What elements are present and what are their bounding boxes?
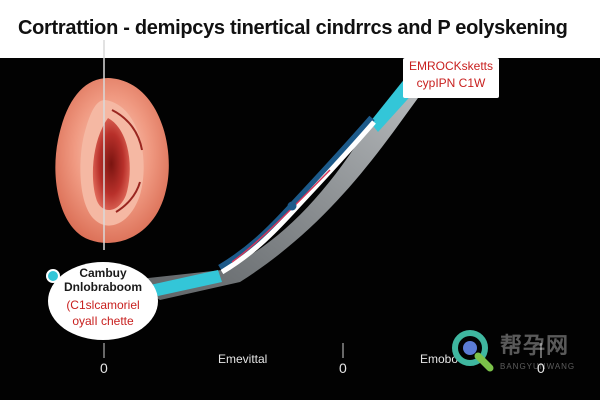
- watermark-text-en: BANGYUNWANG: [500, 362, 576, 371]
- axis-label-mid: Emevittal: [218, 352, 268, 366]
- diagram-title: Cortrattion - demipcys tinertical cindrr…: [18, 17, 568, 39]
- growth-curve: [218, 115, 375, 272]
- oval-line2: Dnlobraboom: [64, 280, 142, 294]
- organ-illustration: [55, 40, 169, 250]
- axis-tick-right: 0: [537, 360, 545, 376]
- oval-line1: Cambuy: [79, 266, 127, 280]
- gray-band: [130, 80, 418, 300]
- top-callout-label: EMROCKsketts cypIPN C1W: [403, 58, 499, 98]
- watermark-logo-icon: [452, 330, 494, 372]
- title-bar: Cortrattion - demipcys tinertical cindrr…: [0, 0, 600, 58]
- top-callout-line1: EMROCKsketts: [408, 59, 493, 73]
- axis-tick-left: 0: [100, 360, 108, 376]
- cyan-ribbon: [150, 270, 222, 296]
- top-callout-line2: cypIPN C1W: [416, 76, 486, 90]
- oval-callout: Cambuy Dnlobraboom (C1slcamoriel oyalI c…: [48, 262, 158, 340]
- oval-line3: (C1slcamoriel: [66, 298, 140, 312]
- watermark-text-cn: 帮孕网: [500, 333, 570, 358]
- oval-line4: oyalI chette: [72, 314, 134, 328]
- axis-tick-mid: 0: [339, 360, 347, 376]
- axis-lines: [103, 343, 542, 358]
- axis-label-right: Emobo: [420, 352, 459, 366]
- watermark: 帮孕网 BANGYUNWANG: [448, 326, 588, 376]
- curve-point: [287, 201, 297, 211]
